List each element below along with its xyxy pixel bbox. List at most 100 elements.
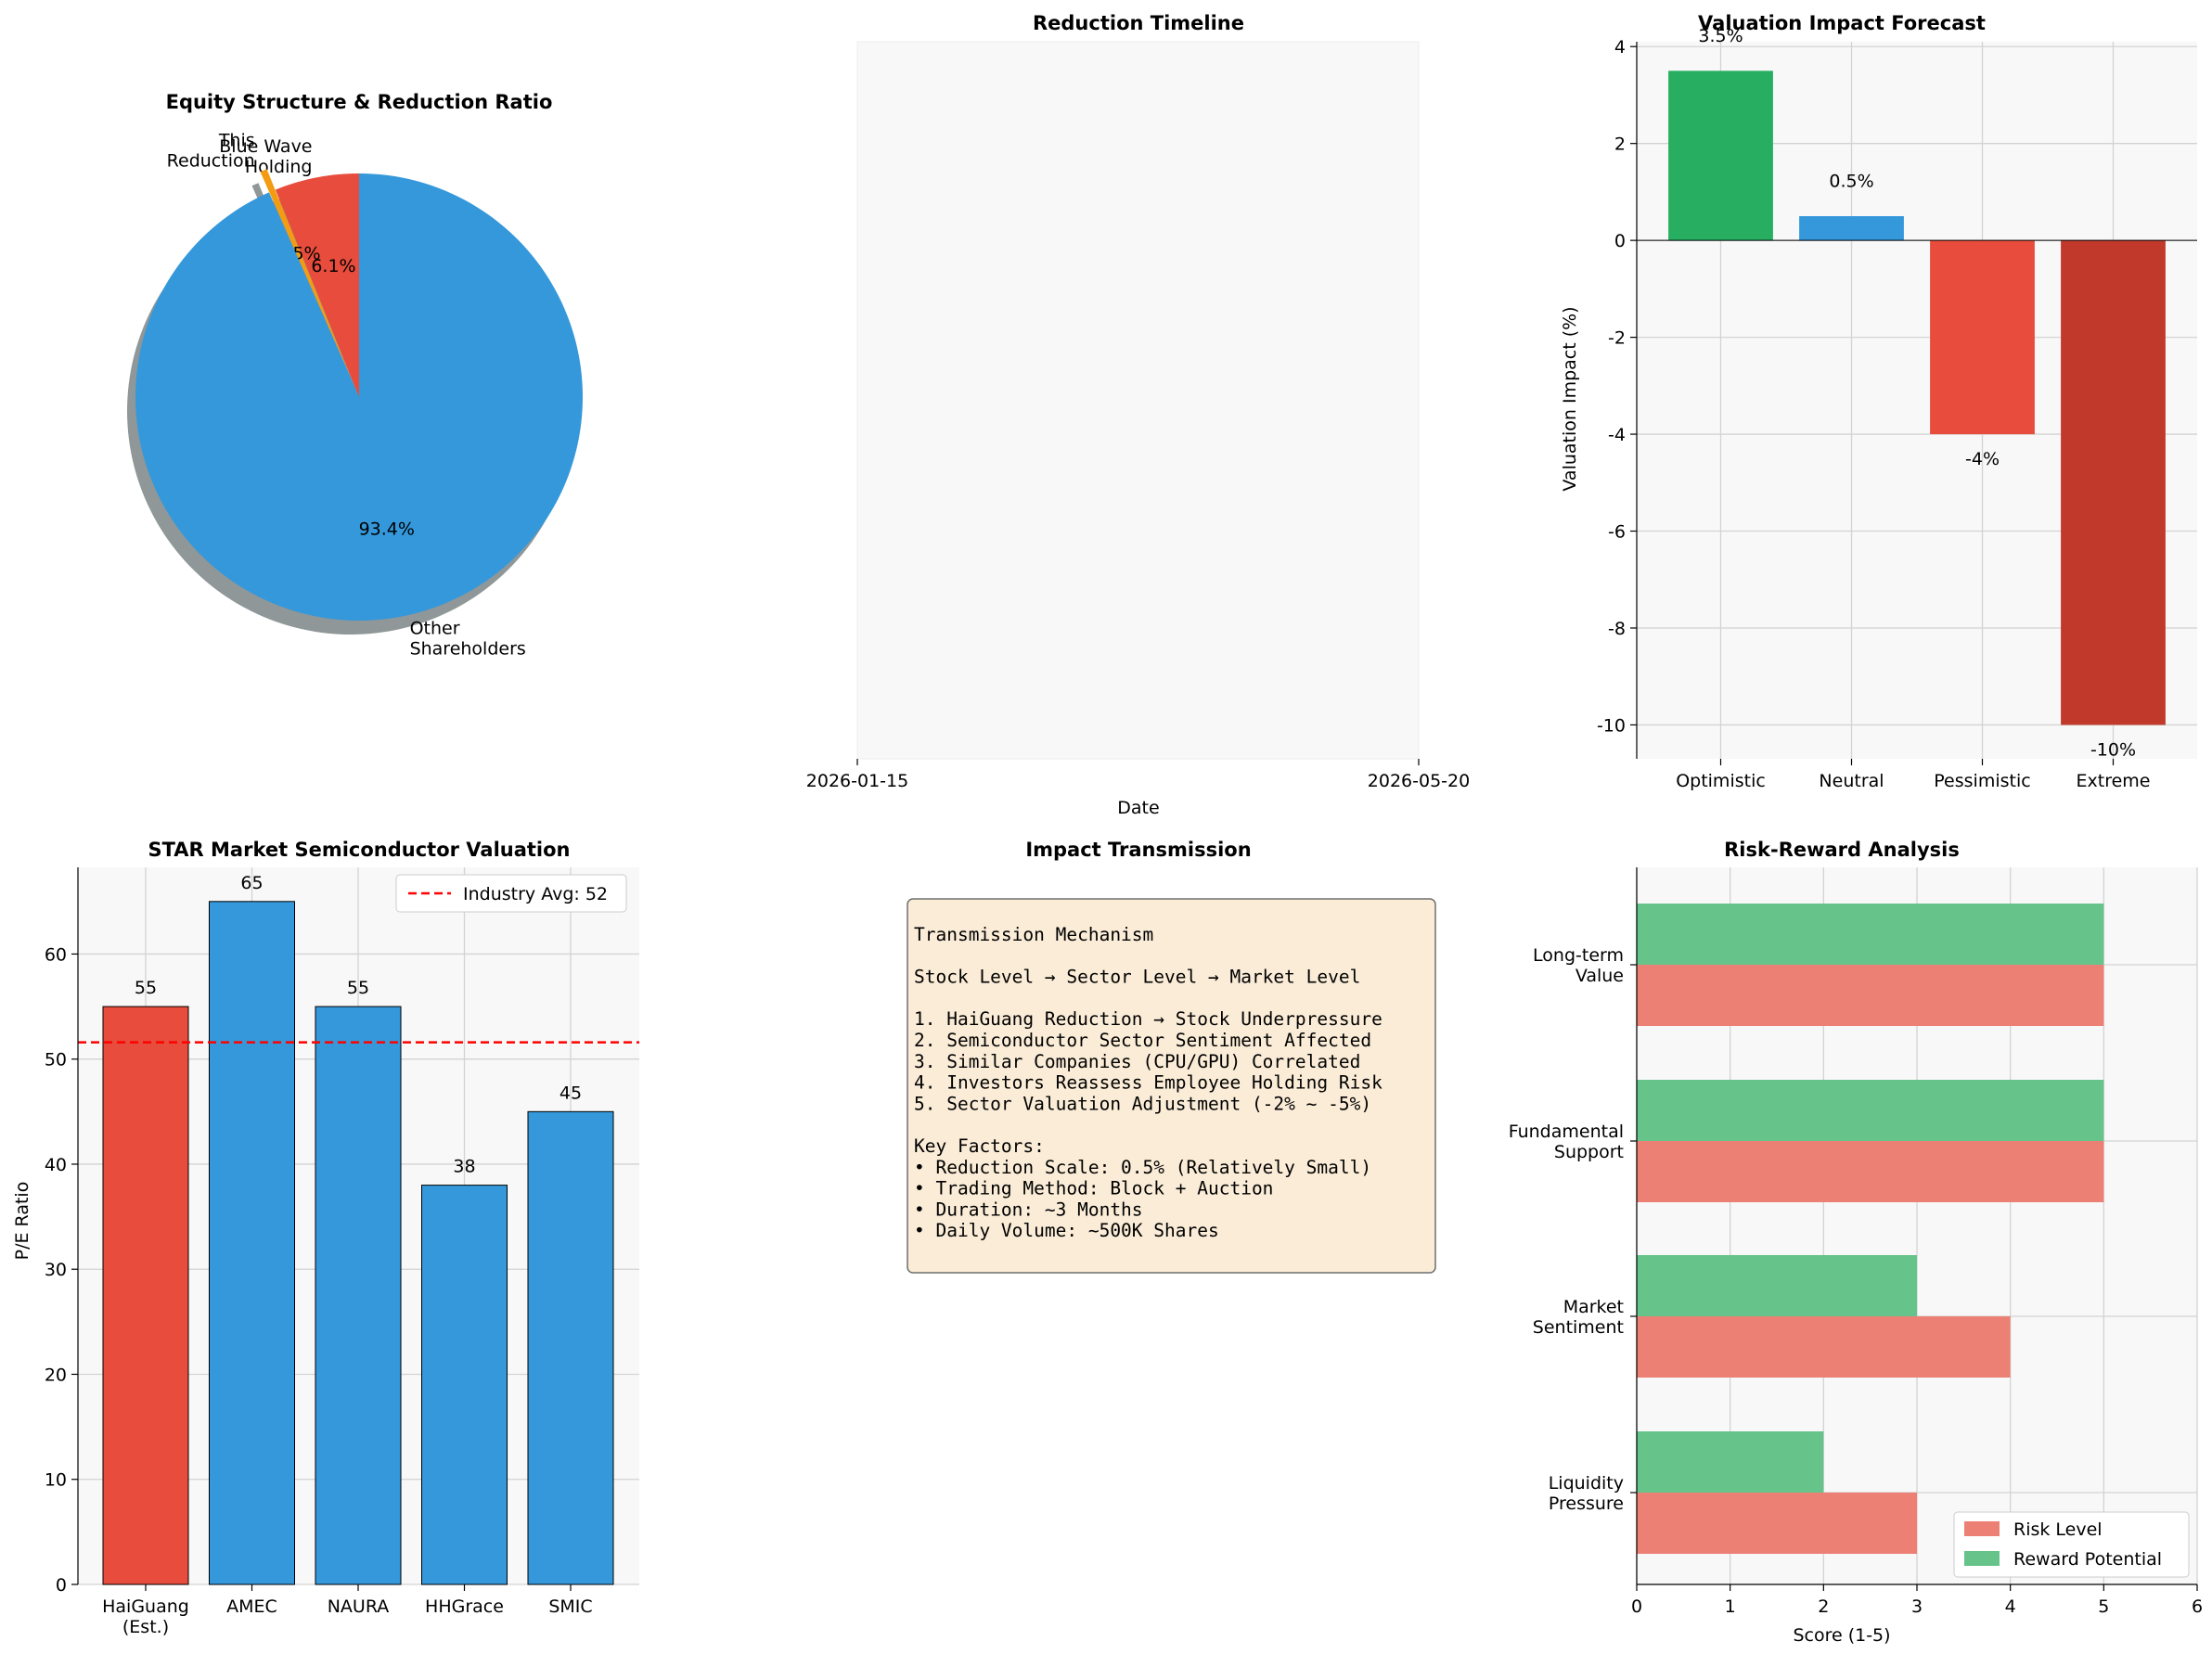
rr-legend-risk-swatch <box>1964 1521 2000 1536</box>
pe-data-label: 55 <box>347 978 369 998</box>
valuation-impact-panel: Valuation Impact Forecast 4 2 0 -2 -4 -6 -8 -10… <box>1560 12 2197 791</box>
rr-xtick-label: 1 <box>1725 1596 1736 1617</box>
pie-percent-label: 93.4% <box>359 519 415 540</box>
rr-legend: Risk Level Reward Potential <box>1953 1511 2190 1578</box>
rr-xtick-label: 6 <box>2192 1596 2203 1617</box>
impact-ytick-label: 4 <box>1614 37 1626 58</box>
pe-data-label: 38 <box>453 1157 475 1177</box>
rr-xtick-label: 3 <box>1911 1596 1923 1617</box>
pe-ytick-label: 20 <box>45 1365 67 1385</box>
transmission-line: 3. Similar Companies (CPU/GPU) Correlate… <box>914 1051 1360 1072</box>
rr-reward-bar <box>1637 1431 1824 1493</box>
transmission-box <box>907 898 1436 1274</box>
pe-ytick-label: 30 <box>45 1260 67 1280</box>
pie-percent-label: 6.1% <box>311 256 355 276</box>
rr-ytick-label: Liquidity Pressure <box>1549 1473 1624 1514</box>
rr-legend-reward-label: Reward Potential <box>2013 1549 2162 1570</box>
transmission-line: • Trading Method: Block + Auction <box>914 1178 1273 1199</box>
pe-title: STAR Market Semiconductor Valuation <box>148 839 570 861</box>
pe-bar <box>421 1185 508 1585</box>
rr-ytick-label: Market Sentiment <box>1533 1297 1624 1338</box>
rr-xtick-label: 4 <box>2005 1596 2016 1617</box>
impact-ytick-label: -4 <box>1608 425 1626 445</box>
timeline-tick-label: 2026-05-20 <box>1368 771 1470 791</box>
rr-risk-bar <box>1637 1493 1917 1554</box>
transmission-line: 2. Semiconductor Sector Sentiment Affect… <box>914 1030 1371 1051</box>
impact-data-label: 3.5% <box>1698 26 1743 46</box>
transmission-line: Key Factors: <box>914 1135 1045 1157</box>
impact-bar <box>2061 240 2166 725</box>
impact-ytick-label: -8 <box>1608 619 1626 639</box>
pie-slice <box>275 173 359 397</box>
pe-bar <box>315 1006 402 1585</box>
impact-xtick-label: Pessimistic <box>1934 771 2030 791</box>
rr-risk-bar <box>1637 1141 2104 1202</box>
pe-legend-label: Industry Avg: 52 <box>463 884 608 904</box>
pe-xtick-label: SMIC <box>548 1596 592 1617</box>
pe-legend: Industry Avg: 52 <box>395 874 627 913</box>
impact-data-label: 0.5% <box>1829 172 1873 192</box>
rr-xtick-label: 5 <box>2098 1596 2109 1617</box>
impact-data-label: -10% <box>2090 740 2136 761</box>
pie-slice <box>260 169 351 377</box>
impact-ytick-label: -2 <box>1608 328 1626 349</box>
impact-bar <box>1930 240 2035 435</box>
pe-xtick-label: HHGrace <box>425 1596 504 1617</box>
rr-title: Risk-Reward Analysis <box>1724 839 1960 861</box>
rr-xtick-label: 2 <box>1818 1596 1829 1617</box>
pie-slice <box>135 173 583 621</box>
pe-xtick-label: NAURA <box>328 1596 390 1617</box>
transmission-line: Stock Level → Sector Level → Market Leve… <box>914 967 1360 988</box>
timeline-plot-area <box>856 41 1420 760</box>
pe-data-label: 65 <box>240 873 263 893</box>
pe-ytick-label: 0 <box>56 1575 67 1596</box>
pe-ylabel: P/E Ratio <box>12 1182 32 1261</box>
transmission-line: 4. Investors Reassess Employee Holding R… <box>914 1072 1382 1094</box>
transmission-line: 5. Sector Valuation Adjustment (-2% ~ -5… <box>914 1093 1371 1114</box>
rr-legend-reward-swatch <box>1964 1551 2000 1566</box>
transmission-line: • Daily Volume: ~500K Shares <box>914 1220 1219 1241</box>
rr-reward-bar <box>1637 1255 1917 1316</box>
pe-xtick-label: HaiGuang (Est.) <box>102 1596 189 1637</box>
pe-valuation-panel: STAR Market Semiconductor Valuation 0 10 2… <box>12 839 639 1637</box>
impact-ytick-label: 0 <box>1614 231 1626 251</box>
rr-risk-bar <box>1637 965 2104 1026</box>
pe-ytick-label: 40 <box>45 1155 67 1175</box>
impact-xtick-label: Optimistic <box>1676 771 1766 791</box>
timeline-tick-label: 2026-01-15 <box>806 771 908 791</box>
impact-ytick-label: -10 <box>1597 715 1626 736</box>
rr-xlabel: Score (1-5) <box>1793 1625 1890 1646</box>
transmission-line: 1. HaiGuang Reduction → Stock Underpress… <box>914 1008 1382 1030</box>
impact-data-label: -4% <box>1965 449 2000 469</box>
pe-bar <box>209 901 295 1585</box>
impact-title: Valuation Impact Forecast <box>1698 12 1986 34</box>
timeline-chart-panel: Reduction Timeline 2026-01-15 2026-05-20 … <box>806 12 1470 818</box>
pie-slice-label: Other Shareholders <box>410 618 526 659</box>
pe-data-label: 45 <box>559 1083 582 1103</box>
transmission-line: • Reduction Scale: 0.5% (Relatively Smal… <box>914 1157 1371 1178</box>
rr-reward-bar <box>1637 904 2104 965</box>
impact-ytick-label: 2 <box>1614 135 1626 155</box>
pie-chart-panel: Equity Structure & Reduction Ratio 6.1%B… <box>126 91 583 659</box>
transmission-line: • Duration: ~3 Months <box>914 1199 1143 1220</box>
pe-ytick-label: 60 <box>45 944 67 965</box>
pe-ytick-label: 10 <box>45 1470 67 1491</box>
rr-legend-risk-label: Risk Level <box>2013 1519 2103 1540</box>
pe-bar <box>527 1110 614 1585</box>
rr-ytick-label: Fundamental Support <box>1509 1122 1624 1162</box>
rr-xtick-label: 0 <box>1631 1596 1642 1617</box>
timeline-title: Reduction Timeline <box>1033 12 1244 34</box>
risk-reward-panel: Risk-Reward Analysis Long-term Value Funda… <box>1509 839 2203 1646</box>
impact-bar <box>1799 216 1904 241</box>
rr-ytick-label: Long-term Value <box>1533 945 1624 986</box>
impact-transmission-panel: Impact Transmission Transmission Mechani… <box>907 839 1436 1274</box>
impact-ytick-label: -6 <box>1608 522 1626 543</box>
pe-ytick-label: 50 <box>45 1050 67 1071</box>
impact-ylabel: Valuation Impact (%) <box>1560 306 1580 491</box>
impact-xtick-label: Neutral <box>1819 771 1884 791</box>
pe-xtick-label: AMEC <box>226 1596 277 1617</box>
pie-title: Equity Structure & Reduction Ratio <box>166 91 553 113</box>
pe-data-label: 55 <box>135 978 157 998</box>
impact-bar <box>1668 71 1773 241</box>
